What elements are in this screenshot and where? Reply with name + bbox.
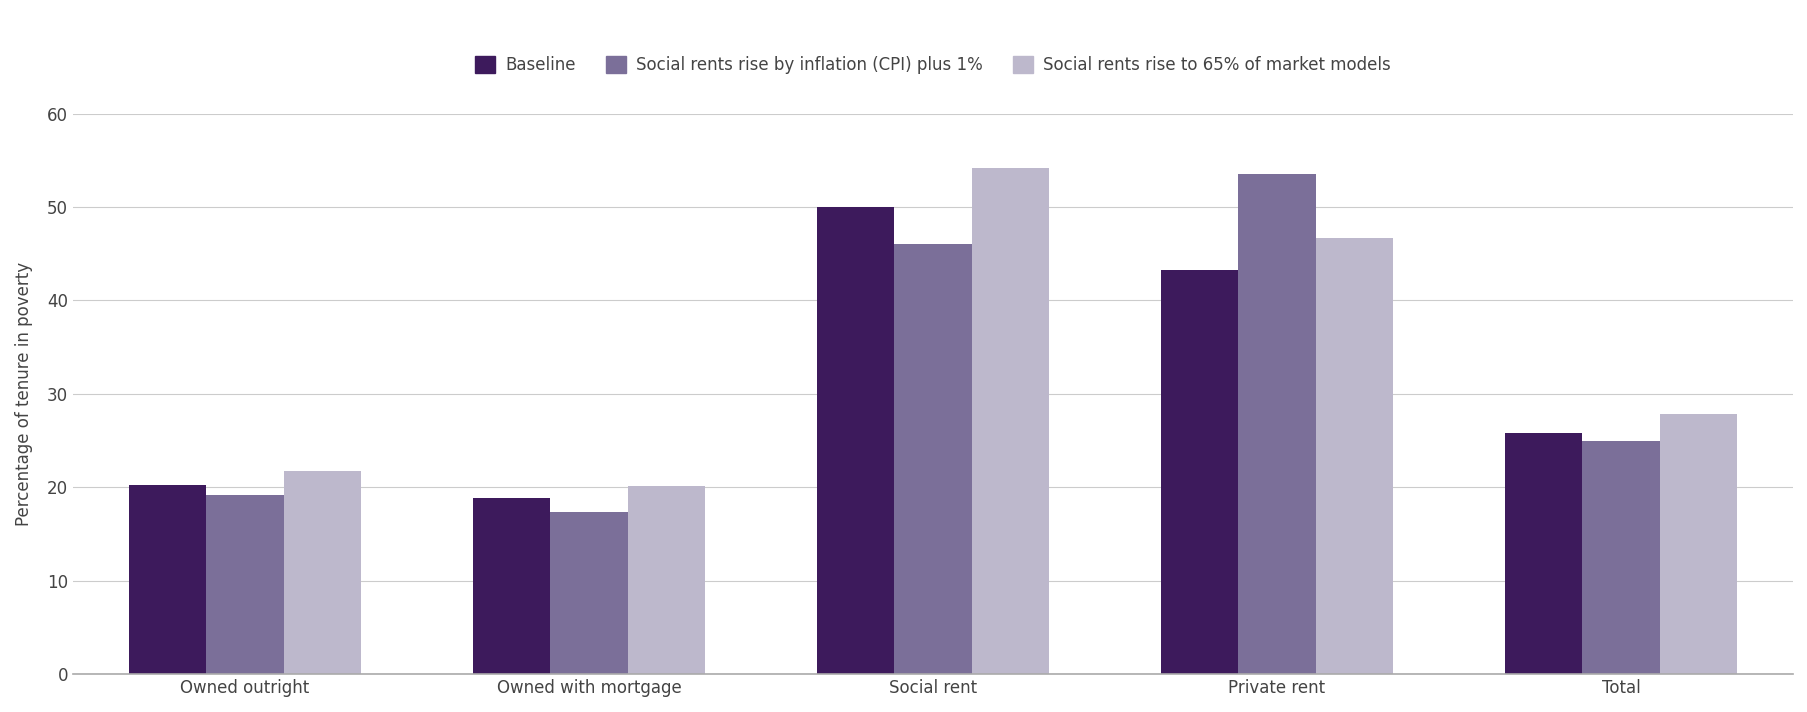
Bar — [1659, 414, 1737, 674]
Bar — [627, 486, 705, 674]
Bar — [1581, 441, 1659, 674]
Bar — [970, 168, 1048, 674]
Bar — [1503, 433, 1581, 674]
Bar — [1238, 174, 1315, 674]
Bar — [473, 498, 549, 674]
Bar — [206, 495, 284, 674]
Bar — [1160, 270, 1238, 674]
Y-axis label: Percentage of tenure in poverty: Percentage of tenure in poverty — [14, 262, 33, 526]
Bar — [549, 511, 627, 674]
Bar — [1315, 238, 1393, 674]
Legend: Baseline, Social rents rise by inflation (CPI) plus 1%, Social rents rise to 65%: Baseline, Social rents rise by inflation… — [468, 49, 1397, 80]
Bar — [284, 471, 361, 674]
Bar — [894, 244, 970, 674]
Bar — [817, 207, 894, 674]
Bar — [128, 486, 206, 674]
